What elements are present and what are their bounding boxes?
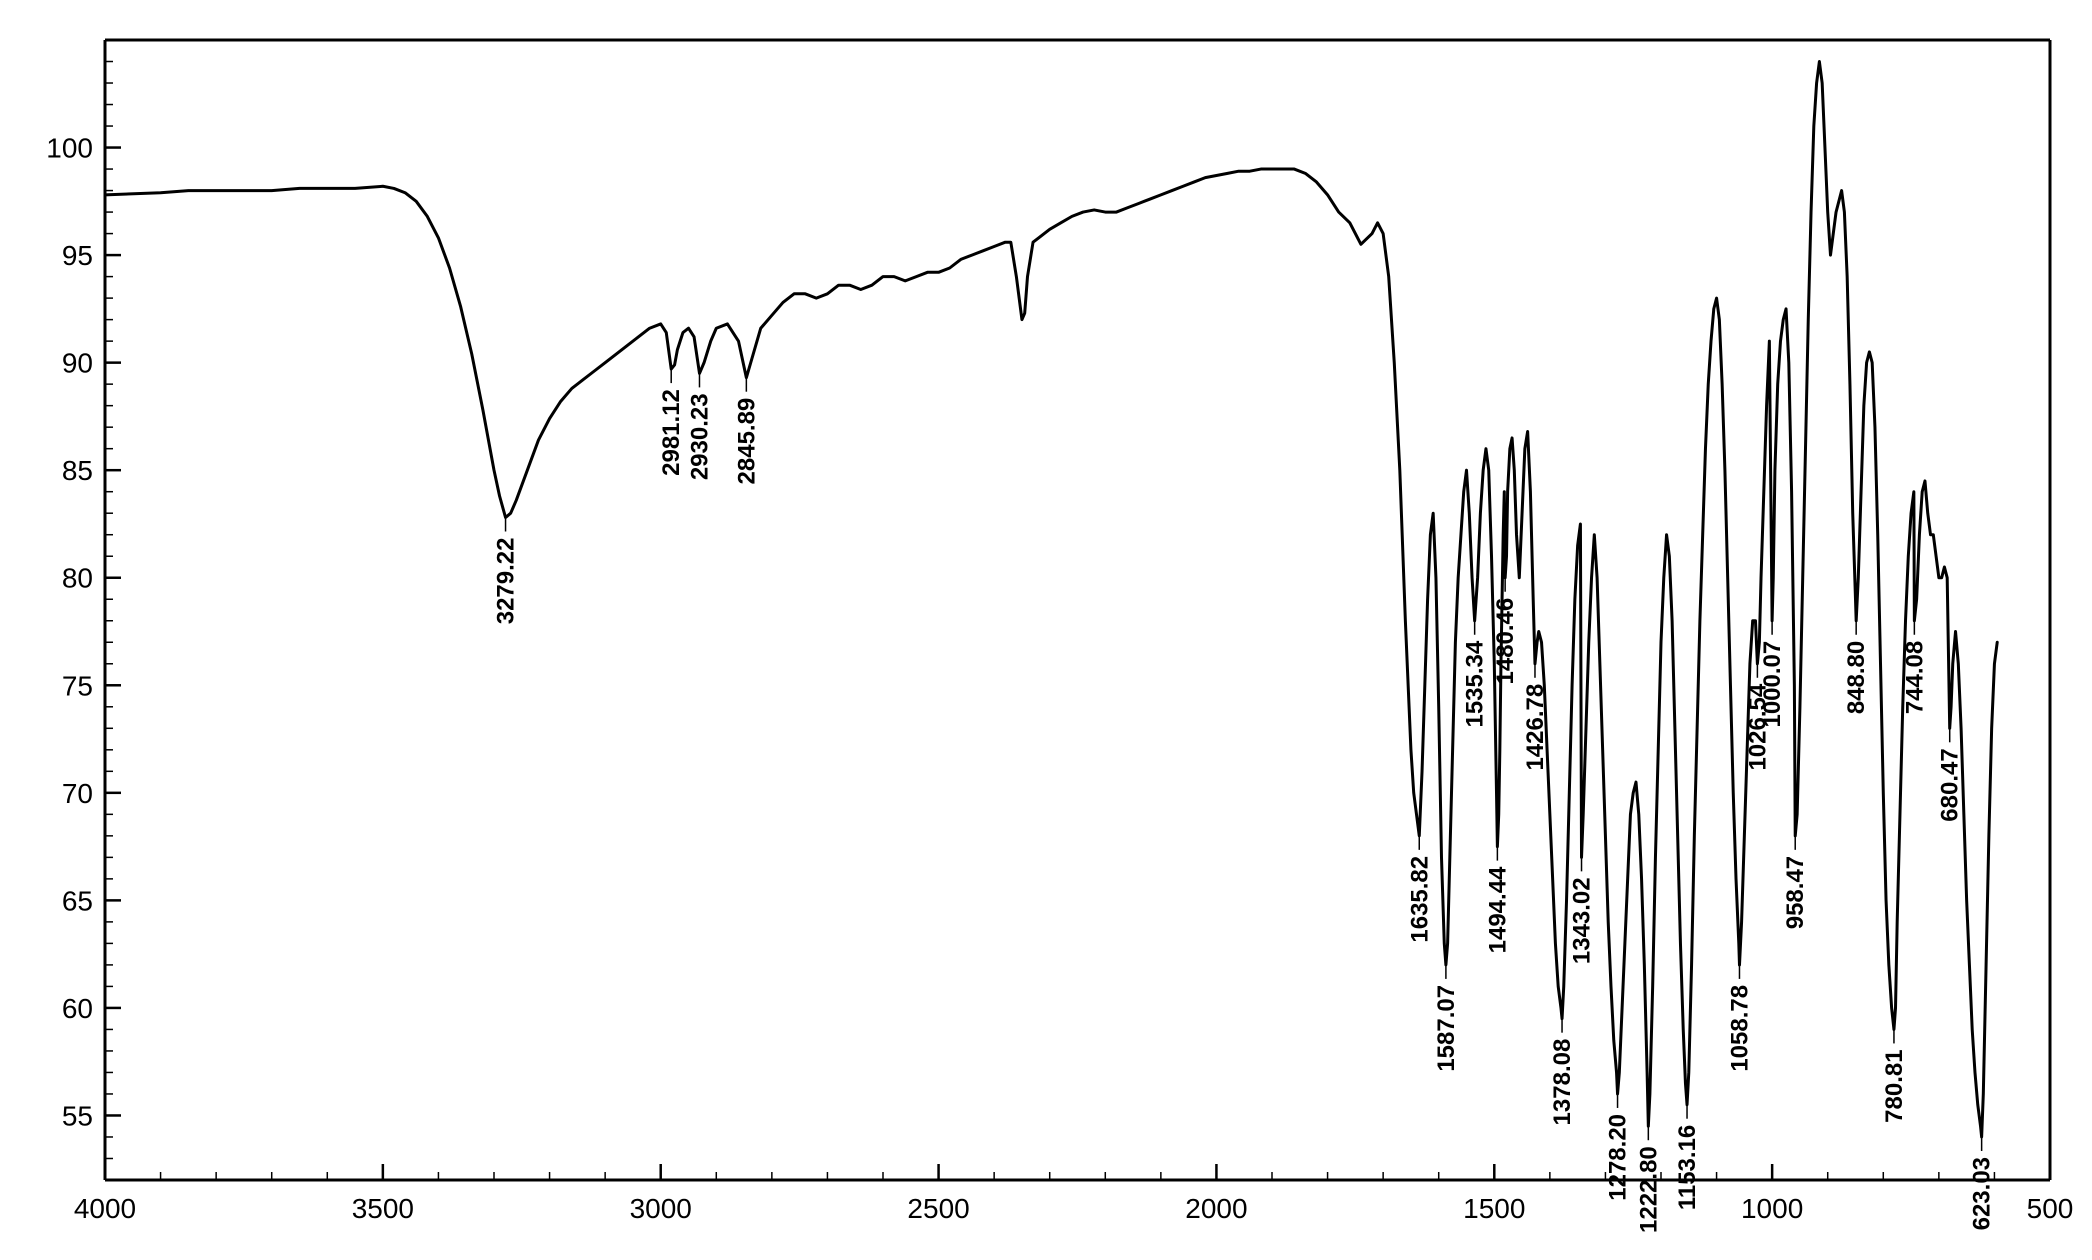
peak-label: 1343.02 bbox=[1569, 877, 1596, 964]
peak-label: 1222.80 bbox=[1635, 1146, 1662, 1233]
x-tick-label: 1500 bbox=[1463, 1193, 1525, 1224]
y-tick-label: 75 bbox=[62, 670, 93, 701]
peak-label: 1587.07 bbox=[1433, 985, 1460, 1072]
x-tick-label: 2000 bbox=[1185, 1193, 1247, 1224]
y-tick-label: 100 bbox=[46, 133, 93, 164]
peak-label: 1153.16 bbox=[1674, 1125, 1701, 1210]
y-tick-label: 90 bbox=[62, 348, 93, 379]
peak-label: 1535.34 bbox=[1462, 640, 1489, 727]
y-tick-label: 60 bbox=[62, 993, 93, 1024]
peak-label: 1000.07 bbox=[1759, 641, 1786, 728]
x-tick-label: 3000 bbox=[630, 1193, 692, 1224]
peak-label: 623.03 bbox=[1969, 1157, 1996, 1230]
ir-spectrum-chart: 55 60 65 70 75 80 85 90 95 100 4000 3500 3000 2500 200… bbox=[0, 0, 2092, 1260]
x-tick-label: 3500 bbox=[352, 1193, 414, 1224]
peak-label: 780.81 bbox=[1881, 1049, 1908, 1122]
chart-svg: 55 60 65 70 75 80 85 90 95 100 4000 3500 3000 2500 200… bbox=[0, 0, 2092, 1260]
peak-label: 1278.20 bbox=[1605, 1114, 1632, 1201]
x-tick-label: 2500 bbox=[907, 1193, 969, 1224]
peak-label: 2845.89 bbox=[733, 398, 760, 485]
peak-label: 1494.44 bbox=[1484, 866, 1511, 953]
peak-label: 1426.78 bbox=[1522, 684, 1549, 771]
x-tick-label: 500 bbox=[2027, 1193, 2074, 1224]
y-tick-label: 55 bbox=[62, 1100, 93, 1131]
y-tick-label: 80 bbox=[62, 563, 93, 594]
peak-label: 1058.78 bbox=[1726, 985, 1753, 1072]
peak-label: 1635.82 bbox=[1406, 856, 1433, 943]
y-tick-label: 70 bbox=[62, 778, 93, 809]
peak-label: 744.08 bbox=[1901, 641, 1928, 714]
peak-label: 1378.08 bbox=[1549, 1039, 1576, 1126]
x-tick-label: 4000 bbox=[74, 1193, 136, 1224]
y-tick-label: 65 bbox=[62, 885, 93, 916]
y-tick-label: 85 bbox=[62, 455, 93, 486]
peak-label: 1480.46 bbox=[1492, 598, 1519, 685]
peak-label: 680.47 bbox=[1937, 748, 1964, 821]
peak-label: 958.47 bbox=[1782, 856, 1809, 929]
x-tick-label: 1000 bbox=[1741, 1193, 1803, 1224]
peak-label: 848.80 bbox=[1843, 641, 1870, 714]
y-tick-label: 95 bbox=[62, 240, 93, 271]
peak-label: 2981.12 bbox=[658, 389, 685, 476]
peak-label: 3279.22 bbox=[493, 538, 520, 625]
peak-label: 2930.23 bbox=[686, 393, 713, 480]
